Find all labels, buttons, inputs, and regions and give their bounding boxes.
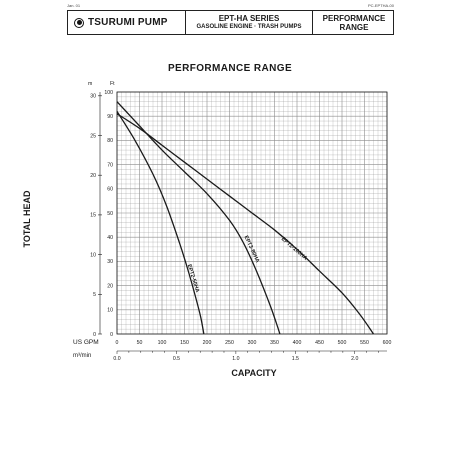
y-secondary-tick-label: 20 [90,173,96,179]
series-cell: EPT-HA SERIES GASOLINE ENGINE · TRASH PU… [186,11,313,34]
section-title-line1: PERFORMANCE [322,14,386,23]
y-tick-label: 80 [107,138,113,144]
y-secondary-tick-label: 10 [90,252,96,258]
x-tick-label: 150 [180,340,189,346]
x-tick-label: 450 [315,340,324,346]
section-title-line2: RANGE [339,23,369,32]
y-secondary-tick-label: 5 [93,292,96,298]
series-line-ept3-80ha [116,101,281,335]
brand-name: TSURUMI PUMP [88,17,168,28]
section-cell: PERFORMANCE RANGE [313,11,395,34]
chart-title: PERFORMANCE RANGE [167,63,293,74]
y-axis-label: TOTAL HEAD [22,190,32,248]
series-line-ept2-100ha [116,113,375,335]
series-title: EPT-HA SERIES [218,14,280,23]
x-secondary-tick-label: 1.5 [292,356,299,362]
x-tick-label: 250 [225,340,234,346]
x-axis-label: CAPACITY [231,368,277,378]
y-tick-label: 10 [107,308,113,314]
brand-cell: TSURUMI PUMP [68,11,186,34]
y-tick-label: 100 [104,90,113,96]
y-tick-label: 40 [107,235,113,241]
series-label-ept2-100ha: EPT2-100HA [280,236,308,262]
y-tick-label: 20 [107,283,113,289]
y-tick-label: 90 [107,114,113,120]
y-tick-label: 70 [107,162,113,168]
y-secondary-tick-label: 25 [90,133,96,139]
y-secondary-tick-label: 30 [90,94,96,100]
x-tick-label: 100 [158,340,167,346]
series-line-ept2-50ha [116,111,205,335]
y-tick-label: 30 [107,259,113,265]
x-unit-m3min: m³/min [73,353,91,359]
x-secondary-tick-label: 0.5 [173,356,180,362]
x-secondary-tick-label: 2.0 [351,356,358,362]
tsurumi-logo-icon [74,17,84,28]
y-tick-label: 60 [107,187,113,193]
x-tick-label: 300 [248,340,257,346]
x-tick-label: 500 [338,340,347,346]
series-subtitle: GASOLINE ENGINE · TRASH PUMPS [196,24,302,30]
x-unit-gpm: US GPM [73,339,99,346]
y-tick-label: 0 [110,332,113,338]
x-tick-label: 0 [116,340,119,346]
x-tick-label: 600 [383,340,392,346]
document-code: PC-EPTHA-00 [367,3,394,8]
y-secondary-tick-label: 0 [93,332,96,338]
x-secondary-tick-label: 0.0 [113,356,120,362]
x-tick-label: 200 [203,340,212,346]
y-unit-m: m [88,81,92,87]
y-unit-ft: Ft [110,81,115,87]
header-box: TSURUMI PUMP EPT-HA SERIES GASOLINE ENGI… [67,10,394,35]
x-tick-label: 50 [137,340,143,346]
y-secondary-tick-label: 15 [90,213,96,219]
y-tick-label: 50 [107,211,113,217]
x-secondary-tick-label: 1.0 [232,356,239,362]
plot-frame [116,91,388,335]
x-tick-label: 400 [293,340,302,346]
x-tick-label: 550 [360,340,369,346]
x-tick-label: 350 [270,340,279,346]
revision-date: Jan. 01 [67,3,81,8]
